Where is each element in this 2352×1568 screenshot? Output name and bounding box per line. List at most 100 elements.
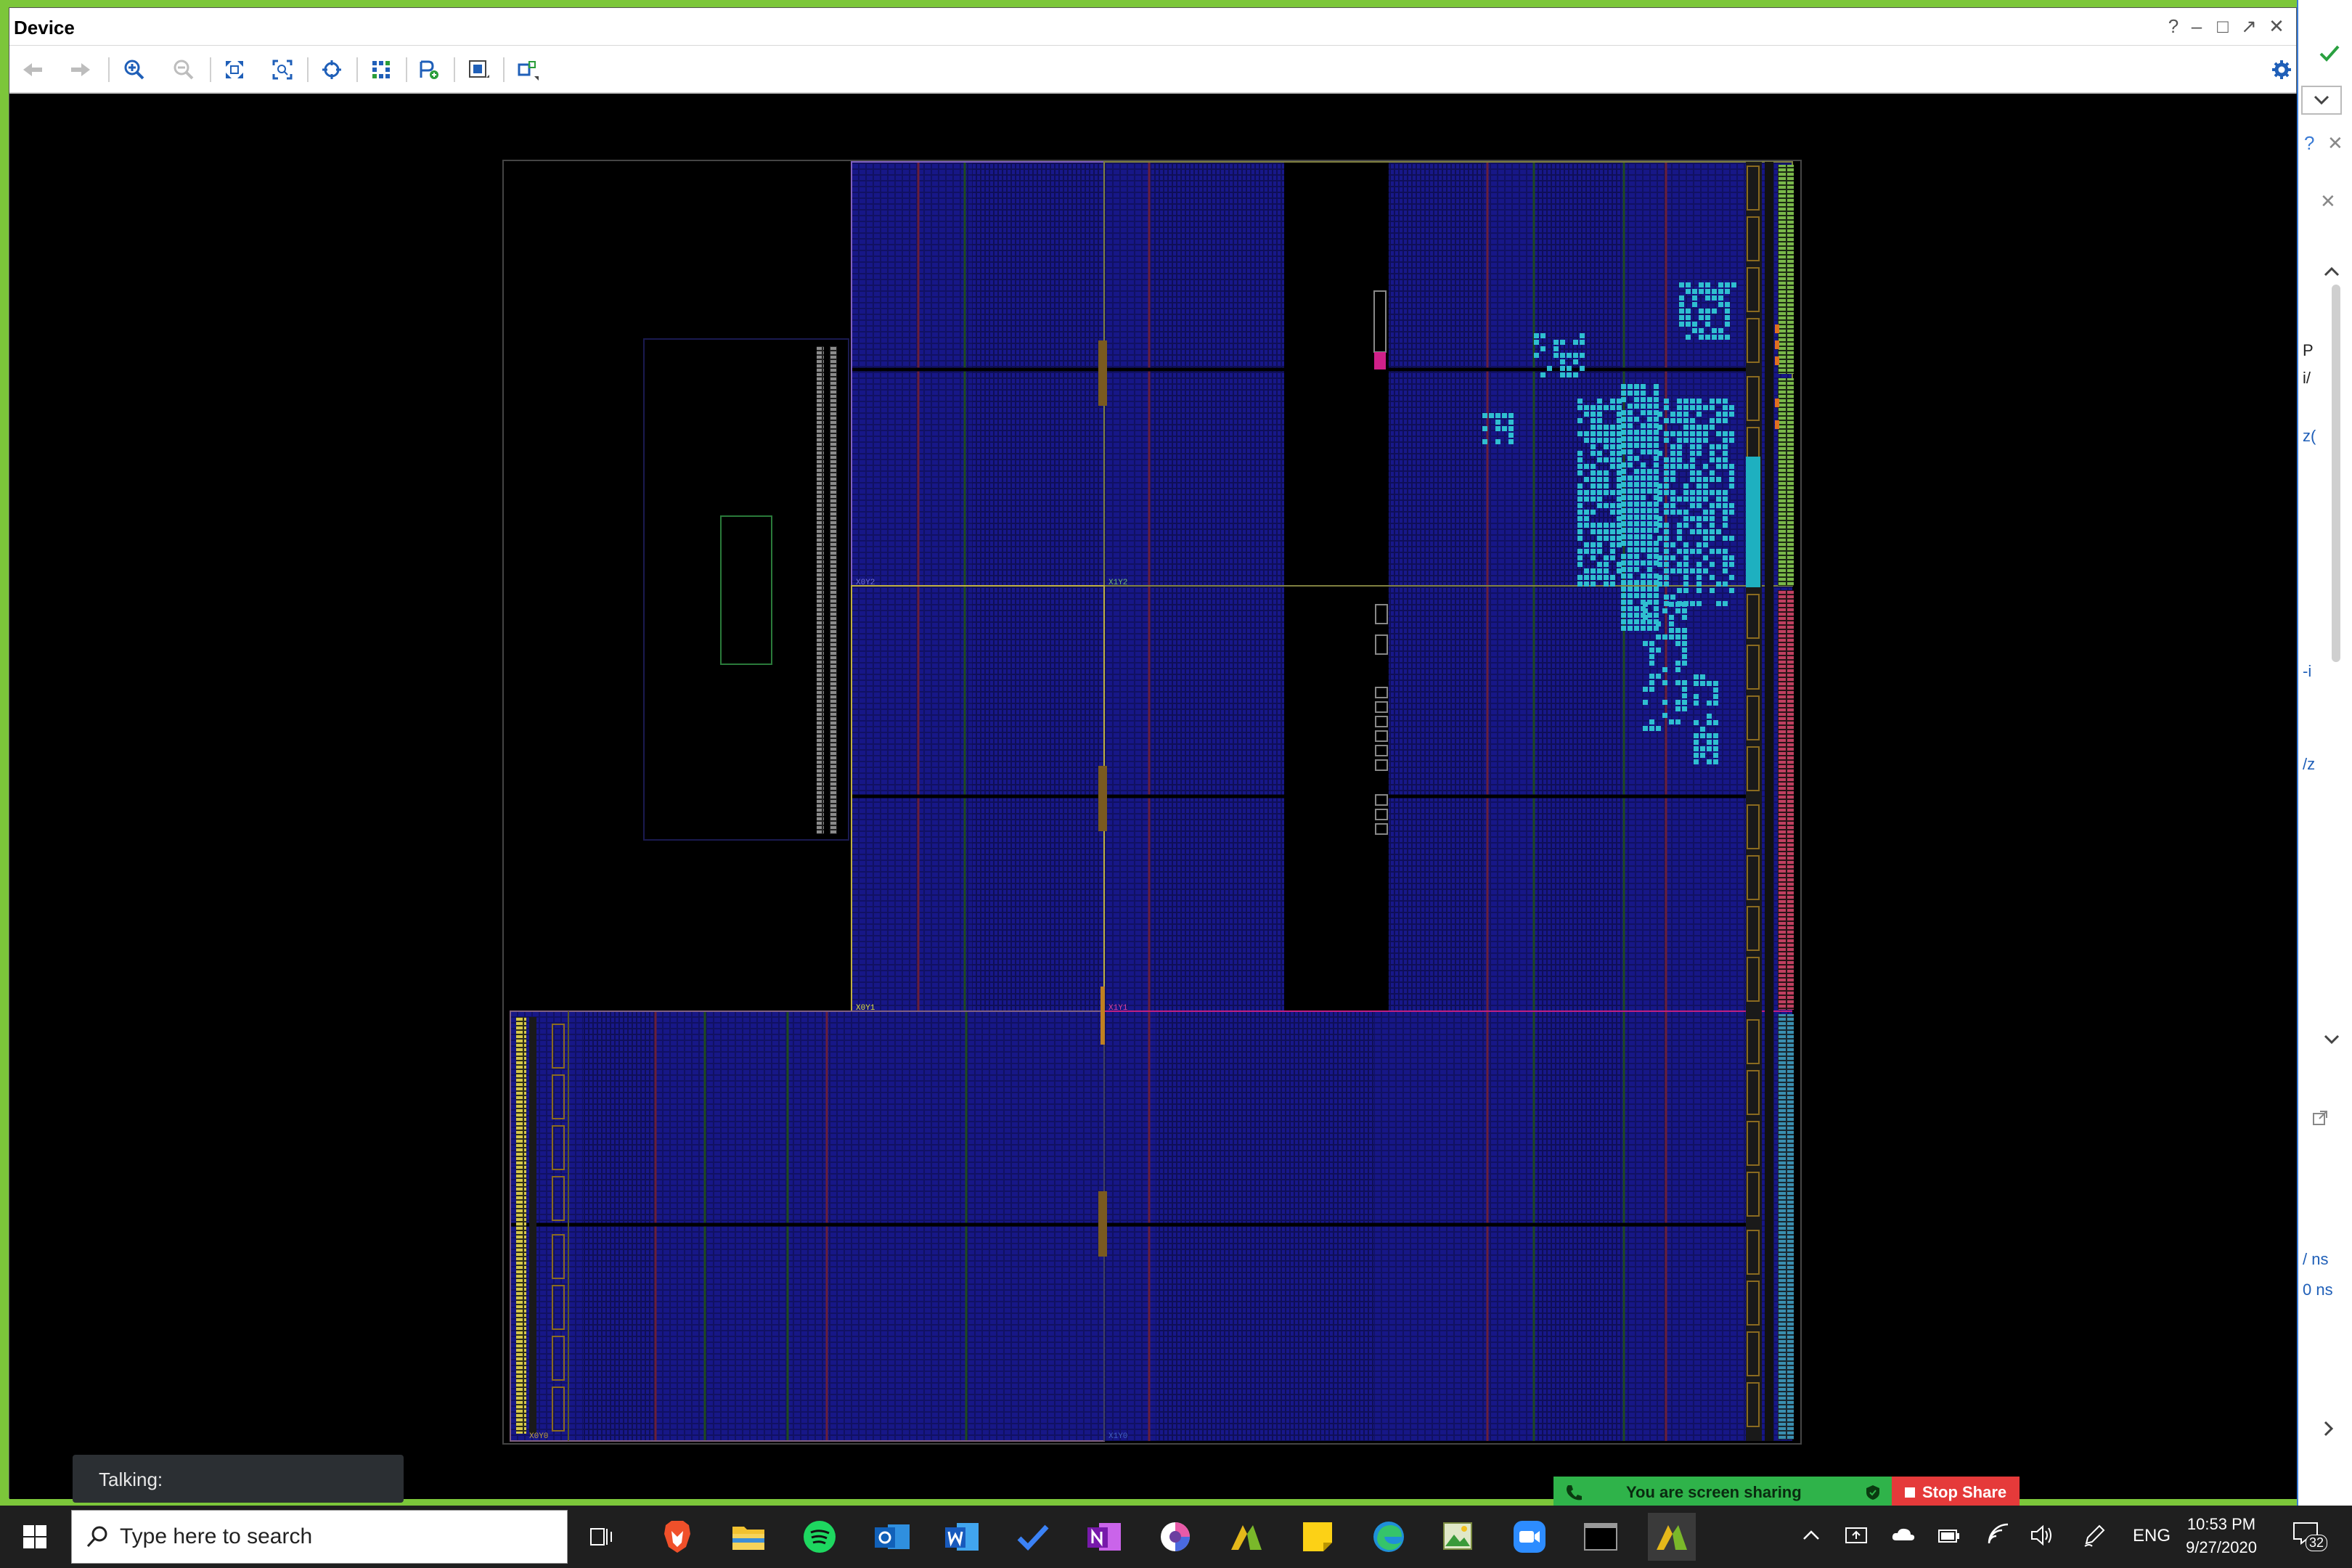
draw-pblock-button[interactable] <box>462 55 494 84</box>
placed-cell[interactable] <box>1621 443 1626 448</box>
placed-cell[interactable] <box>1577 575 1583 580</box>
placed-cell[interactable] <box>1634 397 1639 402</box>
placed-cell[interactable] <box>1705 289 1710 294</box>
placed-cell[interactable] <box>1634 606 1639 611</box>
placed-cell[interactable] <box>1621 521 1626 526</box>
placed-cell[interactable] <box>1647 502 1652 507</box>
placed-cell[interactable] <box>1580 333 1585 338</box>
placed-cell[interactable] <box>1647 573 1652 579</box>
placed-cell[interactable] <box>1610 542 1615 547</box>
placed-cell[interactable] <box>1657 536 1662 541</box>
placed-cell[interactable] <box>1508 413 1514 418</box>
placed-cell[interactable] <box>1628 534 1633 539</box>
placed-cell[interactable] <box>1628 600 1633 605</box>
placed-cell[interactable] <box>1710 529 1715 534</box>
placed-cell[interactable] <box>1675 628 1681 633</box>
placed-cell[interactable] <box>1591 412 1596 417</box>
placed-cell[interactable] <box>1713 733 1718 738</box>
placed-cell[interactable] <box>1643 726 1648 731</box>
placed-cell[interactable] <box>1657 425 1662 430</box>
placed-cell[interactable] <box>1597 536 1602 541</box>
placed-cell[interactable] <box>1577 510 1583 515</box>
placed-cell[interactable] <box>1690 451 1695 456</box>
placed-cell[interactable] <box>1654 397 1659 402</box>
placed-cell[interactable] <box>1670 477 1675 482</box>
placed-cell[interactable] <box>1696 412 1702 417</box>
placed-cell[interactable] <box>1677 418 1682 423</box>
placed-cell[interactable] <box>1718 295 1723 301</box>
placed-cell[interactable] <box>1654 423 1659 428</box>
placed-cell[interactable] <box>1696 529 1702 534</box>
placed-cell[interactable] <box>1707 701 1712 706</box>
placed-cell[interactable] <box>1710 418 1715 423</box>
placed-cell[interactable] <box>1723 516 1728 521</box>
placed-cell[interactable] <box>1690 464 1695 469</box>
placed-cell[interactable] <box>1617 568 1622 573</box>
placed-cell[interactable] <box>1716 497 1721 502</box>
placed-cell[interactable] <box>1664 470 1669 475</box>
placed-cell[interactable] <box>1657 555 1662 560</box>
placed-cell[interactable] <box>1617 451 1622 456</box>
placed-cell[interactable] <box>1610 425 1615 430</box>
placed-cell[interactable] <box>1567 366 1572 371</box>
placed-cell[interactable] <box>1654 456 1659 461</box>
placed-cell[interactable] <box>1610 438 1615 443</box>
placed-cell[interactable] <box>1675 602 1681 607</box>
placed-cell[interactable] <box>1540 372 1545 377</box>
placed-cell[interactable] <box>1690 568 1695 573</box>
placed-cell[interactable] <box>1683 568 1689 573</box>
placed-cell[interactable] <box>1610 457 1615 462</box>
placed-cell[interactable] <box>1604 581 1609 587</box>
placed-cell[interactable] <box>1696 438 1702 443</box>
placed-cell[interactable] <box>1649 680 1654 685</box>
placed-cell[interactable] <box>1677 438 1682 443</box>
placed-cell[interactable] <box>1604 562 1609 567</box>
placed-cell[interactable] <box>1723 464 1728 469</box>
placed-cell[interactable] <box>1610 464 1615 469</box>
placed-cell[interactable] <box>1647 410 1652 415</box>
placed-cell[interactable] <box>1597 405 1602 410</box>
placed-cell[interactable] <box>1696 588 1702 593</box>
placed-cell[interactable] <box>1657 523 1662 528</box>
placed-cell[interactable] <box>1675 680 1681 685</box>
placed-cell[interactable] <box>1729 562 1734 567</box>
placed-cell[interactable] <box>1641 560 1646 565</box>
placed-cell[interactable] <box>1725 282 1730 287</box>
placed-cell[interactable] <box>1577 405 1583 410</box>
placed-cell[interactable] <box>1703 405 1708 410</box>
zoom-in-button[interactable] <box>118 55 150 84</box>
placed-cell[interactable] <box>1654 475 1659 481</box>
placed-cell[interactable] <box>1584 431 1589 436</box>
placed-cell[interactable] <box>1707 746 1712 751</box>
placed-cell[interactable] <box>1597 451 1602 456</box>
placed-cell[interactable] <box>1713 740 1718 745</box>
placed-cell[interactable] <box>1647 469 1652 474</box>
placed-cell[interactable] <box>1617 405 1622 410</box>
placed-cell[interactable] <box>1628 410 1633 415</box>
placed-cell[interactable] <box>1699 282 1704 287</box>
placed-cell[interactable] <box>1540 333 1545 338</box>
placed-cell[interactable] <box>1729 503 1734 508</box>
edge-app[interactable] <box>1365 1513 1413 1561</box>
placed-cell[interactable] <box>1597 431 1602 436</box>
placed-cell[interactable] <box>1670 470 1675 475</box>
placed-cell[interactable] <box>1641 410 1646 415</box>
placed-cell[interactable] <box>1723 438 1728 443</box>
placed-cell[interactable] <box>1683 464 1689 469</box>
placed-cell[interactable] <box>1621 397 1626 402</box>
drag-select-button[interactable] <box>512 55 544 84</box>
placed-cell[interactable] <box>1670 444 1675 449</box>
placed-cell[interactable] <box>1654 462 1659 467</box>
placed-cell[interactable] <box>1584 438 1589 443</box>
placed-cell[interactable] <box>1690 444 1695 449</box>
placed-cell[interactable] <box>1597 470 1602 475</box>
placed-cell[interactable] <box>1634 404 1639 409</box>
placed-cell[interactable] <box>1628 606 1633 611</box>
placed-cell[interactable] <box>1654 626 1659 631</box>
placed-cell[interactable] <box>1502 413 1507 418</box>
placed-cell[interactable] <box>1669 634 1674 640</box>
placed-cell[interactable] <box>1604 425 1609 430</box>
placed-cell[interactable] <box>1664 549 1669 554</box>
placed-cell[interactable] <box>1707 681 1712 686</box>
placed-cell[interactable] <box>1628 482 1633 487</box>
